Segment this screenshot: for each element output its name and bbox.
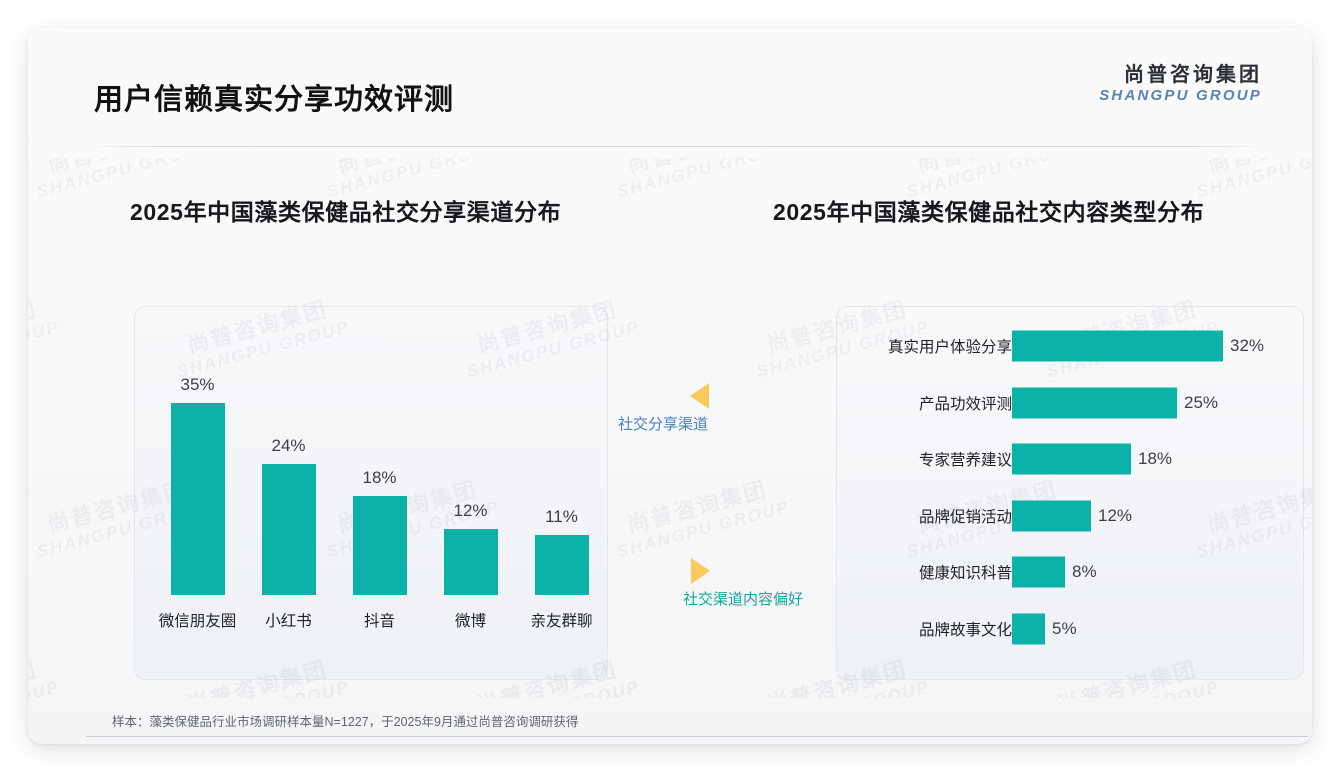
chart-title-left: 2025年中国藻类保健品社交分享渠道分布 (130, 199, 562, 225)
slide-card: 用户信赖真实分享功效评测 尚普咨询集团 SHANGPU GROUP 尚普咨询集团… (28, 28, 1312, 744)
bar-value-label: 25% (1184, 392, 1219, 412)
bar-chart-row: 真实用户体验分享 32% (836, 326, 1302, 366)
bar-value-label: 32% (1230, 336, 1265, 355)
bar-category-label: 产品功效评测 (918, 395, 1012, 413)
watermark-en: SHANGPU GROUP (614, 158, 792, 202)
column-value-label: 18% (362, 468, 397, 487)
watermark-cn: 尚普咨询集团 (608, 158, 787, 183)
chart-panel-right (836, 306, 1304, 680)
watermark-en: SHANGPU GROUP (175, 677, 352, 698)
triangle-right-icon (691, 558, 710, 584)
bar-chart-row: 专家营养建议 18% (836, 439, 1302, 479)
bar-chart-row: 品牌促销活动 12% (836, 496, 1302, 536)
watermark-cn: 尚普咨询集团 (898, 158, 1077, 183)
column-value-label: 35% (180, 375, 215, 394)
bar-fill (1012, 500, 1091, 531)
column-value-label: 11% (545, 507, 578, 526)
bar-fill (1012, 330, 1223, 362)
annotation-content-preference: 社交渠道内容偏好 (683, 558, 803, 609)
column-chart-item: 18% 抖音 (334, 306, 425, 678)
column-chart-item: 24% 小红书 (243, 306, 334, 678)
bar-category-label: 专家营养建议 (918, 452, 1012, 469)
slide-header: 用户信赖真实分享功效评测 尚普咨询集团 SHANGPU GROUP (28, 28, 1312, 124)
watermark-en: SHANGPU GROUP (755, 677, 932, 698)
watermark-en: SHANGPU GROUP (614, 496, 792, 562)
bar-category-label: 品牌故事文化 (918, 621, 1012, 639)
bar-category-label: 真实用户体验分享 (887, 339, 1012, 356)
column-chart-item: 11% 亲友群聊 (516, 306, 607, 678)
brand-logo-en: SHANGPU GROUP (1099, 87, 1262, 105)
column-bar (443, 529, 498, 595)
annotation-content-preference-label: 社交渠道内容偏好 (683, 591, 804, 608)
bar-fill (1012, 387, 1177, 418)
column-value-label: 24% (271, 436, 306, 455)
watermark-cn: 尚普咨询集团 (28, 158, 207, 183)
watermark-cn: 尚普咨询集团 (1188, 158, 1312, 183)
bar-fill (1012, 613, 1045, 644)
column-category-label: 亲友群聊 (530, 613, 593, 630)
watermark-cn: 尚普咨询集团 (624, 476, 771, 538)
column-chart: 35% 微信朋友圈 24% 小红书 18% 抖音 12% 微博 11% 亲友群聊 (134, 306, 606, 678)
column-category-label: 微博 (454, 613, 487, 630)
column-category-label: 抖音 (363, 613, 396, 630)
footer-divider (86, 736, 1308, 737)
watermark-cn: 尚普咨询集团 (28, 656, 41, 698)
watermark-cn: 尚普咨询集团 (318, 158, 497, 183)
column-bar (261, 464, 316, 595)
watermark-en: SHANGPU GROUP (1194, 158, 1312, 202)
bar-fill (1012, 443, 1131, 475)
column-chart-item: 12% 微博 (425, 306, 516, 678)
column-value-label: 12% (453, 501, 488, 520)
bar-category-label: 品牌促销活动 (918, 508, 1012, 526)
annotation-social-channels-label: 社交分享渠道 (618, 416, 709, 433)
sample-footnote: 样本：藻类保健品行业市场调研样本量N=1227，于2025年9月通过尚普咨询调研… (112, 715, 579, 729)
page-title: 用户信赖真实分享功效评测 (94, 84, 455, 116)
column-bar (170, 403, 225, 595)
bar-chart-row: 品牌故事文化 5% (836, 609, 1302, 649)
slide-footer: ©2025.11 SHANGPU GROUP www.shangpu-china… (28, 743, 1312, 744)
bar-value-label: 12% (1098, 505, 1133, 525)
brand-logo-cn: 尚普咨询集团 (1124, 64, 1262, 86)
bar-fill (1012, 556, 1065, 588)
bar-chart-row: 产品功效评测 25% (836, 383, 1302, 423)
column-category-label: 微信朋友圈 (158, 613, 237, 630)
bar-category-label: 健康知识科普 (918, 565, 1012, 582)
bar-chart-row: 健康知识科普 8% (836, 552, 1302, 592)
watermark-en: SHANGPU GROUP (28, 316, 62, 381)
bar-value-label: 5% (1052, 618, 1077, 638)
triangle-left-icon (690, 383, 709, 409)
brand-logo: 尚普咨询集团 SHANGPU GROUP (1099, 64, 1262, 105)
column-chart-item: 35% 微信朋友圈 (152, 306, 243, 678)
watermark-en: SHANGPU GROUP (465, 677, 642, 698)
column-bar (534, 535, 589, 595)
watermark-en: SHANGPU GROUP (1045, 677, 1222, 698)
column-bar (352, 496, 407, 595)
watermark-en: SHANGPU GROUP (28, 677, 62, 698)
horizontal-bar-chart: 真实用户体验分享 32% 产品功效评测 25% 专家营养建议 18% 品牌促销活动 12% 健康… (836, 306, 1302, 678)
annotation-social-channels: 社交分享渠道 (618, 383, 709, 434)
column-category-label: 小红书 (265, 613, 312, 630)
chart-title-right: 2025年中国藻类保健品社交内容类型分布 (773, 199, 1205, 225)
bar-value-label: 18% (1138, 449, 1173, 468)
bar-value-label: 8% (1072, 562, 1097, 581)
header-divider (86, 146, 1266, 147)
watermark-cn: 尚普咨询集团 (28, 296, 41, 358)
